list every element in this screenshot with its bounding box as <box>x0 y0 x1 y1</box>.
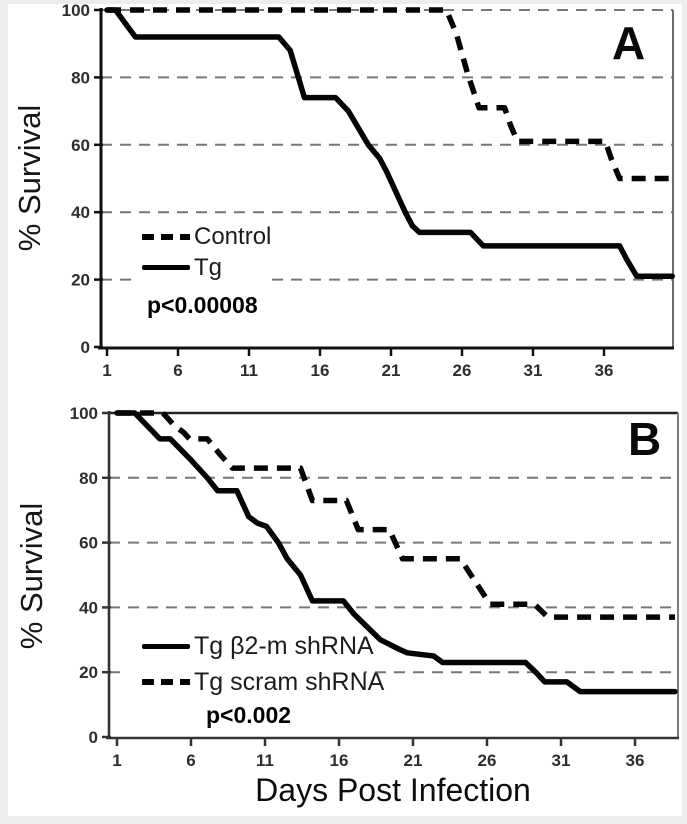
x-tick-label: 21 <box>382 361 401 380</box>
legend-row-b2m: Tg β2-m shRNA <box>142 629 374 665</box>
survival-curve-tg-2-m-shrna <box>114 410 678 695</box>
y-axis-label-panel-b: % Survival <box>14 502 49 650</box>
solid-line-sample-icon <box>142 265 190 270</box>
y-tick-label: 0 <box>81 338 90 357</box>
y-tick-label: 100 <box>70 404 98 423</box>
panel-letter-b: B <box>628 413 662 465</box>
legend-row-scram: Tg scram shRNA <box>142 665 384 701</box>
x-tick-label: 36 <box>595 361 614 380</box>
y-tick-label: 40 <box>71 203 90 222</box>
legend-row-tg: Tg <box>142 252 272 283</box>
y-tick-label: 80 <box>79 469 98 488</box>
x-tick-label: 6 <box>173 361 182 380</box>
y-tick-label: 20 <box>71 271 90 290</box>
y-tick-label: 60 <box>79 534 98 553</box>
x-tick-label: 26 <box>478 751 497 770</box>
page-margin-bottom <box>0 816 687 824</box>
p-value-panel-a: p<0.00008 <box>147 292 258 318</box>
page-margin-top <box>0 0 687 4</box>
page-margin-left <box>0 0 8 824</box>
legend-label-tg: Tg <box>194 253 223 281</box>
legend-label-b2m-shrna: Tg β2-m shRNA <box>194 632 374 661</box>
p-value-panel-b: p<0.002 <box>206 702 292 728</box>
y-tick-label: 20 <box>79 663 98 682</box>
legend-row-control: Control <box>142 221 272 252</box>
legend-panel-b: Tg β2-m shRNA Tg scram shRNA p<0.002 <box>128 629 384 729</box>
x-tick-label: 26 <box>453 361 472 380</box>
y-tick-label: 0 <box>89 728 98 747</box>
x-tick-label: 16 <box>330 751 349 770</box>
x-tick-label: 6 <box>186 751 195 770</box>
dashed-line-sample-icon <box>142 679 190 686</box>
survival-curve-tg-scram-shrna <box>117 410 675 620</box>
survival-curve-tg <box>104 7 675 279</box>
y-tick-label: 100 <box>62 1 90 20</box>
y-tick-label: 60 <box>71 136 90 155</box>
panel-letter-a: A <box>612 17 646 69</box>
x-tick-label: 11 <box>256 751 274 770</box>
page-margin-right <box>682 0 687 824</box>
legend-label-scram-shrna: Tg scram shRNA <box>194 667 385 696</box>
x-tick-label: 16 <box>311 361 330 380</box>
y-axis-label-panel-a: % Survival <box>12 104 47 252</box>
x-tick-label: 1 <box>102 361 111 380</box>
x-tick-label: 1 <box>112 751 121 770</box>
solid-line-sample-icon <box>142 644 190 650</box>
x-tick-label: 31 <box>524 361 543 380</box>
x-tick-label: 36 <box>626 751 645 770</box>
x-tick-label: 21 <box>404 751 423 770</box>
legend-label-control: Control <box>194 222 272 250</box>
legend-panel-a: Control Tg p<0.00008 <box>131 221 272 319</box>
x-tick-label: 31 <box>552 751 571 770</box>
dashed-line-sample-icon <box>142 233 190 240</box>
x-axis-label: Days Post Infection <box>255 772 531 808</box>
y-tick-label: 40 <box>79 598 98 617</box>
y-tick-label: 80 <box>71 68 90 87</box>
x-tick-label: 11 <box>240 361 258 380</box>
